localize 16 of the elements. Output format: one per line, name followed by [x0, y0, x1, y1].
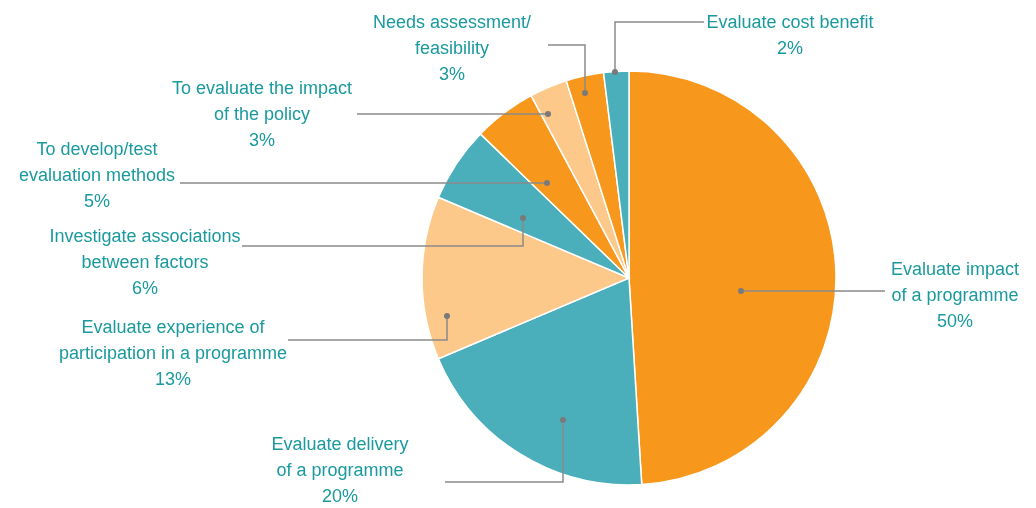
data-label: 2% — [776, 38, 804, 58]
slice-label: Investigate associations between factors — [49, 226, 241, 272]
slice-label: To evaluate the impact of the policy — [171, 78, 353, 124]
data-label: 5% — [83, 191, 111, 211]
slice-label: To develop/test evaluation methods — [18, 139, 176, 185]
data-label: 3% — [438, 64, 466, 84]
slice-label: Evaluate experience of participation in a programme — [58, 317, 288, 363]
slice-label: Evaluate impact of a programme — [890, 259, 1020, 305]
data-label: 50% — [936, 311, 974, 331]
slice-label: Needs assessment/ feasibility — [372, 12, 532, 58]
data-label: 3% — [248, 130, 276, 150]
slice-label: Evaluate cost benefit — [706, 12, 874, 32]
data-label: 13% — [154, 369, 192, 389]
slice-label: Evaluate delivery of a programme — [271, 434, 409, 480]
data-label: 6% — [131, 278, 159, 298]
data-label: 20% — [321, 486, 359, 506]
